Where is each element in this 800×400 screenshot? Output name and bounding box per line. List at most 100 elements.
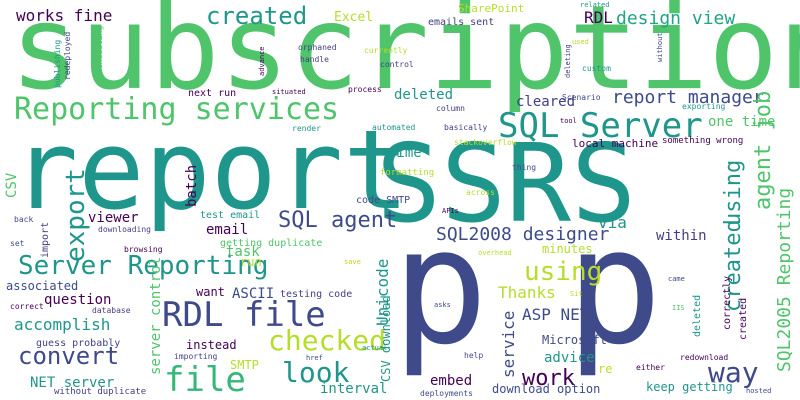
word-control: control	[380, 60, 414, 69]
word-testing-code: testing code	[280, 289, 352, 300]
word-scheduling: scheduling	[95, 26, 104, 74]
word-import: import	[40, 222, 51, 258]
word-p: p	[566, 193, 662, 380]
word-email: email	[206, 222, 248, 238]
word-tool: tool	[560, 117, 577, 125]
word-help: help	[464, 351, 483, 360]
word-save: save	[344, 258, 361, 266]
word-server-control: server control	[148, 257, 164, 375]
word-interval: interval	[320, 381, 387, 397]
word-asp-net: ASP NET	[522, 305, 590, 324]
word-within: within	[656, 228, 707, 244]
word-created: created	[721, 219, 746, 312]
word-keep-getting: keep getting	[646, 380, 733, 394]
word-using: using	[524, 257, 602, 287]
word-sit: Sit	[570, 290, 583, 298]
word-convert: convert	[18, 342, 119, 370]
word-batch: batch	[184, 165, 200, 207]
word-redeployed: redeployed	[63, 32, 72, 80]
word-sql-server: SQL Server	[498, 106, 703, 146]
word-getting-duplicate: getting duplicate	[220, 238, 322, 249]
word-sql2005-reporting: SQL2005 Reporting	[774, 188, 795, 372]
word-came: came	[668, 275, 685, 283]
word-design-view: design view	[616, 8, 735, 29]
word-iis: IIS	[672, 304, 685, 312]
word-agent-job: agent job	[751, 91, 776, 210]
word-custom: custom	[582, 64, 611, 73]
word-embed: embed	[430, 373, 472, 389]
word-next-run: next run	[188, 88, 236, 99]
word-subscription: subscription	[10, 0, 800, 116]
word-without-duplicate: without duplicate	[54, 387, 146, 397]
word-code-smtp: code SMTP	[356, 195, 410, 206]
word-automated: automated	[372, 123, 416, 132]
word-associated: associated	[6, 279, 78, 293]
word-run: run	[240, 255, 262, 269]
word-works-fine: works fine	[16, 6, 112, 25]
word-checked: checked	[268, 324, 386, 357]
word-via: via	[598, 213, 627, 232]
word-database: database	[92, 306, 131, 315]
word-p: p	[392, 193, 488, 380]
word-process: process	[348, 85, 382, 94]
word-viewer: viewer	[88, 210, 139, 226]
word-cleared: cleared	[516, 94, 575, 110]
word-created: created	[738, 298, 749, 340]
word-minutes: minutes	[542, 242, 593, 256]
word-ssrs: SSRS	[376, 122, 636, 247]
word-without: without	[656, 32, 664, 62]
word-importing: importing	[174, 352, 218, 361]
word-report-manager: report manager	[612, 87, 764, 108]
word-sql-agent: SQL agent	[278, 208, 397, 233]
word-instead: instead	[186, 338, 237, 352]
word-server-reporting: Server Reporting	[18, 251, 268, 281]
word-unicode: Unicode	[373, 259, 392, 326]
word-apis: APIs	[442, 207, 459, 215]
word-correct: correct	[10, 302, 44, 311]
word-handle: handle	[300, 55, 329, 64]
word-used: used	[572, 38, 589, 46]
word-time: time	[388, 145, 422, 161]
word-publishing: publishing	[53, 40, 62, 88]
word-way: way	[708, 356, 759, 389]
word-sql2008-designer: SQL2008 designer	[436, 224, 610, 245]
word-deployments: deployments	[420, 389, 473, 398]
word-basically: basically	[444, 123, 488, 132]
word-export: export	[61, 168, 91, 262]
word-work: work	[522, 366, 575, 391]
word-back: back	[14, 215, 33, 224]
word-thing: thing	[512, 163, 536, 172]
word-related: related	[580, 1, 610, 9]
word-created: created	[206, 2, 307, 30]
word-accomplish: accomplish	[14, 315, 110, 334]
word-something-wrong: something wrong	[662, 136, 743, 146]
word-using: using	[721, 160, 746, 226]
word-deleted: deleted	[394, 87, 453, 103]
word-render: render	[292, 124, 321, 133]
word-href: href	[306, 354, 323, 362]
word-reporting-services: Reporting services	[14, 92, 339, 127]
word-csv: CSV	[4, 172, 20, 198]
word-actual: actual	[362, 344, 387, 352]
word-orphaned: orphaned	[298, 43, 337, 52]
word-task: task	[226, 244, 260, 260]
word-exporting: exporting	[682, 102, 726, 111]
word-emails-sent: emails sent	[428, 17, 494, 28]
word-formatting: formatting	[380, 168, 434, 178]
word-hosted: hosted	[746, 387, 771, 395]
word-advance: advance	[258, 46, 266, 76]
word-browsing: browsing	[124, 245, 163, 254]
word-set: set	[10, 239, 25, 248]
word-re: re	[598, 362, 612, 376]
word-asks: asks	[434, 301, 451, 309]
word-question: question	[44, 292, 111, 308]
word-situated: situated	[272, 88, 306, 96]
word-microsoft: Microsoft	[542, 333, 607, 347]
word-column: column	[436, 104, 465, 113]
word-downloading: downloading	[98, 225, 151, 234]
word-one-time: one time	[708, 114, 775, 130]
word-local-machine: local machine	[572, 137, 658, 150]
word-report: report	[12, 106, 409, 234]
